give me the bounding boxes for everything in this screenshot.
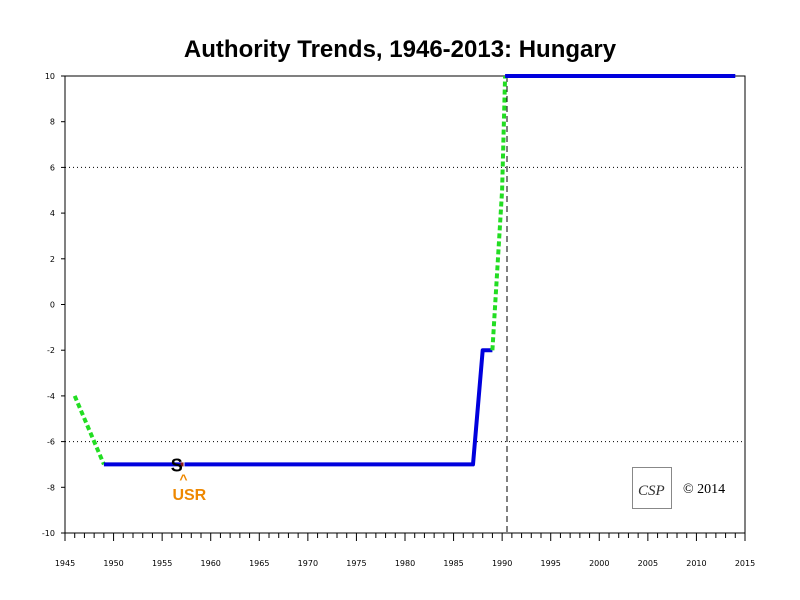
y-tick-label: -4 <box>47 392 55 401</box>
x-tick-label: 1945 <box>55 559 75 568</box>
annotation-layer: S^USR <box>171 455 207 504</box>
x-tick-label: 1965 <box>249 559 269 568</box>
y-tick-label: -2 <box>47 346 55 355</box>
y-tick-label: -10 <box>42 529 55 538</box>
grid-layer <box>65 76 745 533</box>
csp-logo-icon: CSP <box>638 483 665 499</box>
y-tick-label: 10 <box>45 72 55 81</box>
chart-title: Authority Trends, 1946-2013: Hungary <box>183 36 617 63</box>
y-tick-label: 2 <box>50 255 55 264</box>
transition-segment <box>72 395 106 466</box>
logo-letters: CSP <box>638 483 665 499</box>
csp-logo: CSP <box>632 467 672 509</box>
annotation-s: S <box>171 455 183 475</box>
transition-segment <box>490 75 508 351</box>
y-tick-label: 0 <box>50 301 55 310</box>
annotation-usr: USR <box>172 487 206 504</box>
y-tick-label: 4 <box>50 209 55 218</box>
annotation-caret: ^ <box>179 471 187 487</box>
x-tick-label: 1960 <box>201 559 221 568</box>
copyright-text: © 2014 <box>683 482 726 497</box>
x-tick-label: 2015 <box>735 559 755 568</box>
y-tick-label: 8 <box>50 118 55 127</box>
y-tick-label: -6 <box>47 438 55 447</box>
x-tick-label: 2000 <box>589 559 609 568</box>
y-tick-label: -8 <box>47 483 55 492</box>
x-tick-label: 1995 <box>541 559 561 568</box>
x-tick-label: 1985 <box>443 559 463 568</box>
axis-layer: 10 8 6 4 2 0 -2 -4 -6 -8 -10 1945 1950 1955 1960 1965 19… <box>42 72 755 568</box>
x-tick-label: 1970 <box>298 559 318 568</box>
series-layer <box>72 74 736 467</box>
x-tick-label: 1955 <box>152 559 172 568</box>
x-tick-label: 2005 <box>638 559 658 568</box>
x-tick-label: 1975 <box>346 559 366 568</box>
x-tick-label: 2010 <box>686 559 706 568</box>
y-tick-label: 6 <box>50 163 55 172</box>
x-tick-label: 1980 <box>395 559 415 568</box>
polity-segment <box>184 348 493 467</box>
event-marker <box>180 462 184 467</box>
x-tick-label: 1990 <box>492 559 512 568</box>
x-tick-label: 1950 <box>103 559 123 568</box>
